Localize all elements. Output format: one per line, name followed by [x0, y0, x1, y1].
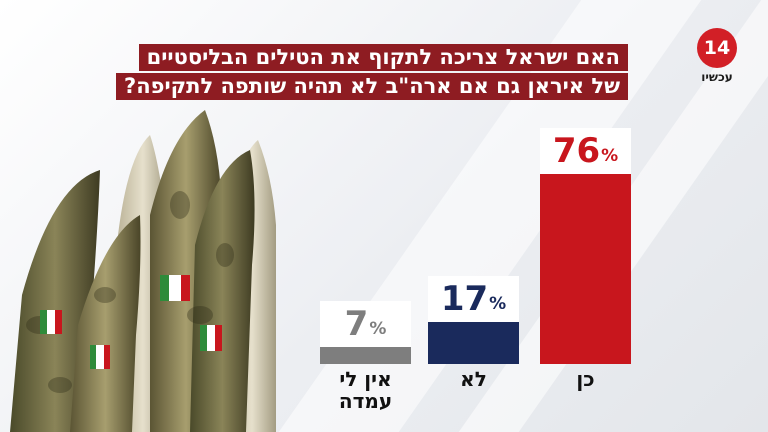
category-label-1: לא — [460, 367, 487, 391]
logo-wordmark: עכשיו — [701, 70, 733, 84]
value-unit-2: % — [369, 318, 387, 339]
value-label-1: 17% — [428, 275, 519, 322]
value-number-2: 7 — [344, 303, 369, 344]
missiles-illustration — [10, 110, 276, 432]
channel-logo: 14 עכשיו — [694, 28, 744, 88]
chart-title: האם ישראל צריכה לתקוף את הטילים הבליסטיי… — [116, 44, 628, 102]
title-line-2: של איראן גם אם ארה"ב לא תהיה שותפה לתקיפ… — [116, 73, 628, 100]
bar-1 — [428, 321, 519, 364]
bar-2 — [320, 346, 411, 364]
logo-badge: 14 — [697, 28, 737, 68]
category-label-0: כן — [576, 367, 595, 391]
value-label-2: 7% — [320, 300, 411, 347]
value-number-1: 17 — [440, 278, 489, 319]
bar-0 — [540, 174, 631, 364]
value-label-0: 76% — [540, 128, 631, 174]
title-line-1: האם ישראל צריכה לתקוף את הטילים הבליסטיי… — [138, 44, 628, 71]
value-unit-0: % — [601, 146, 619, 166]
value-number-0: 76 — [552, 131, 601, 171]
category-label-2: אין לי עמדה — [338, 367, 393, 413]
value-unit-1: % — [489, 293, 507, 314]
